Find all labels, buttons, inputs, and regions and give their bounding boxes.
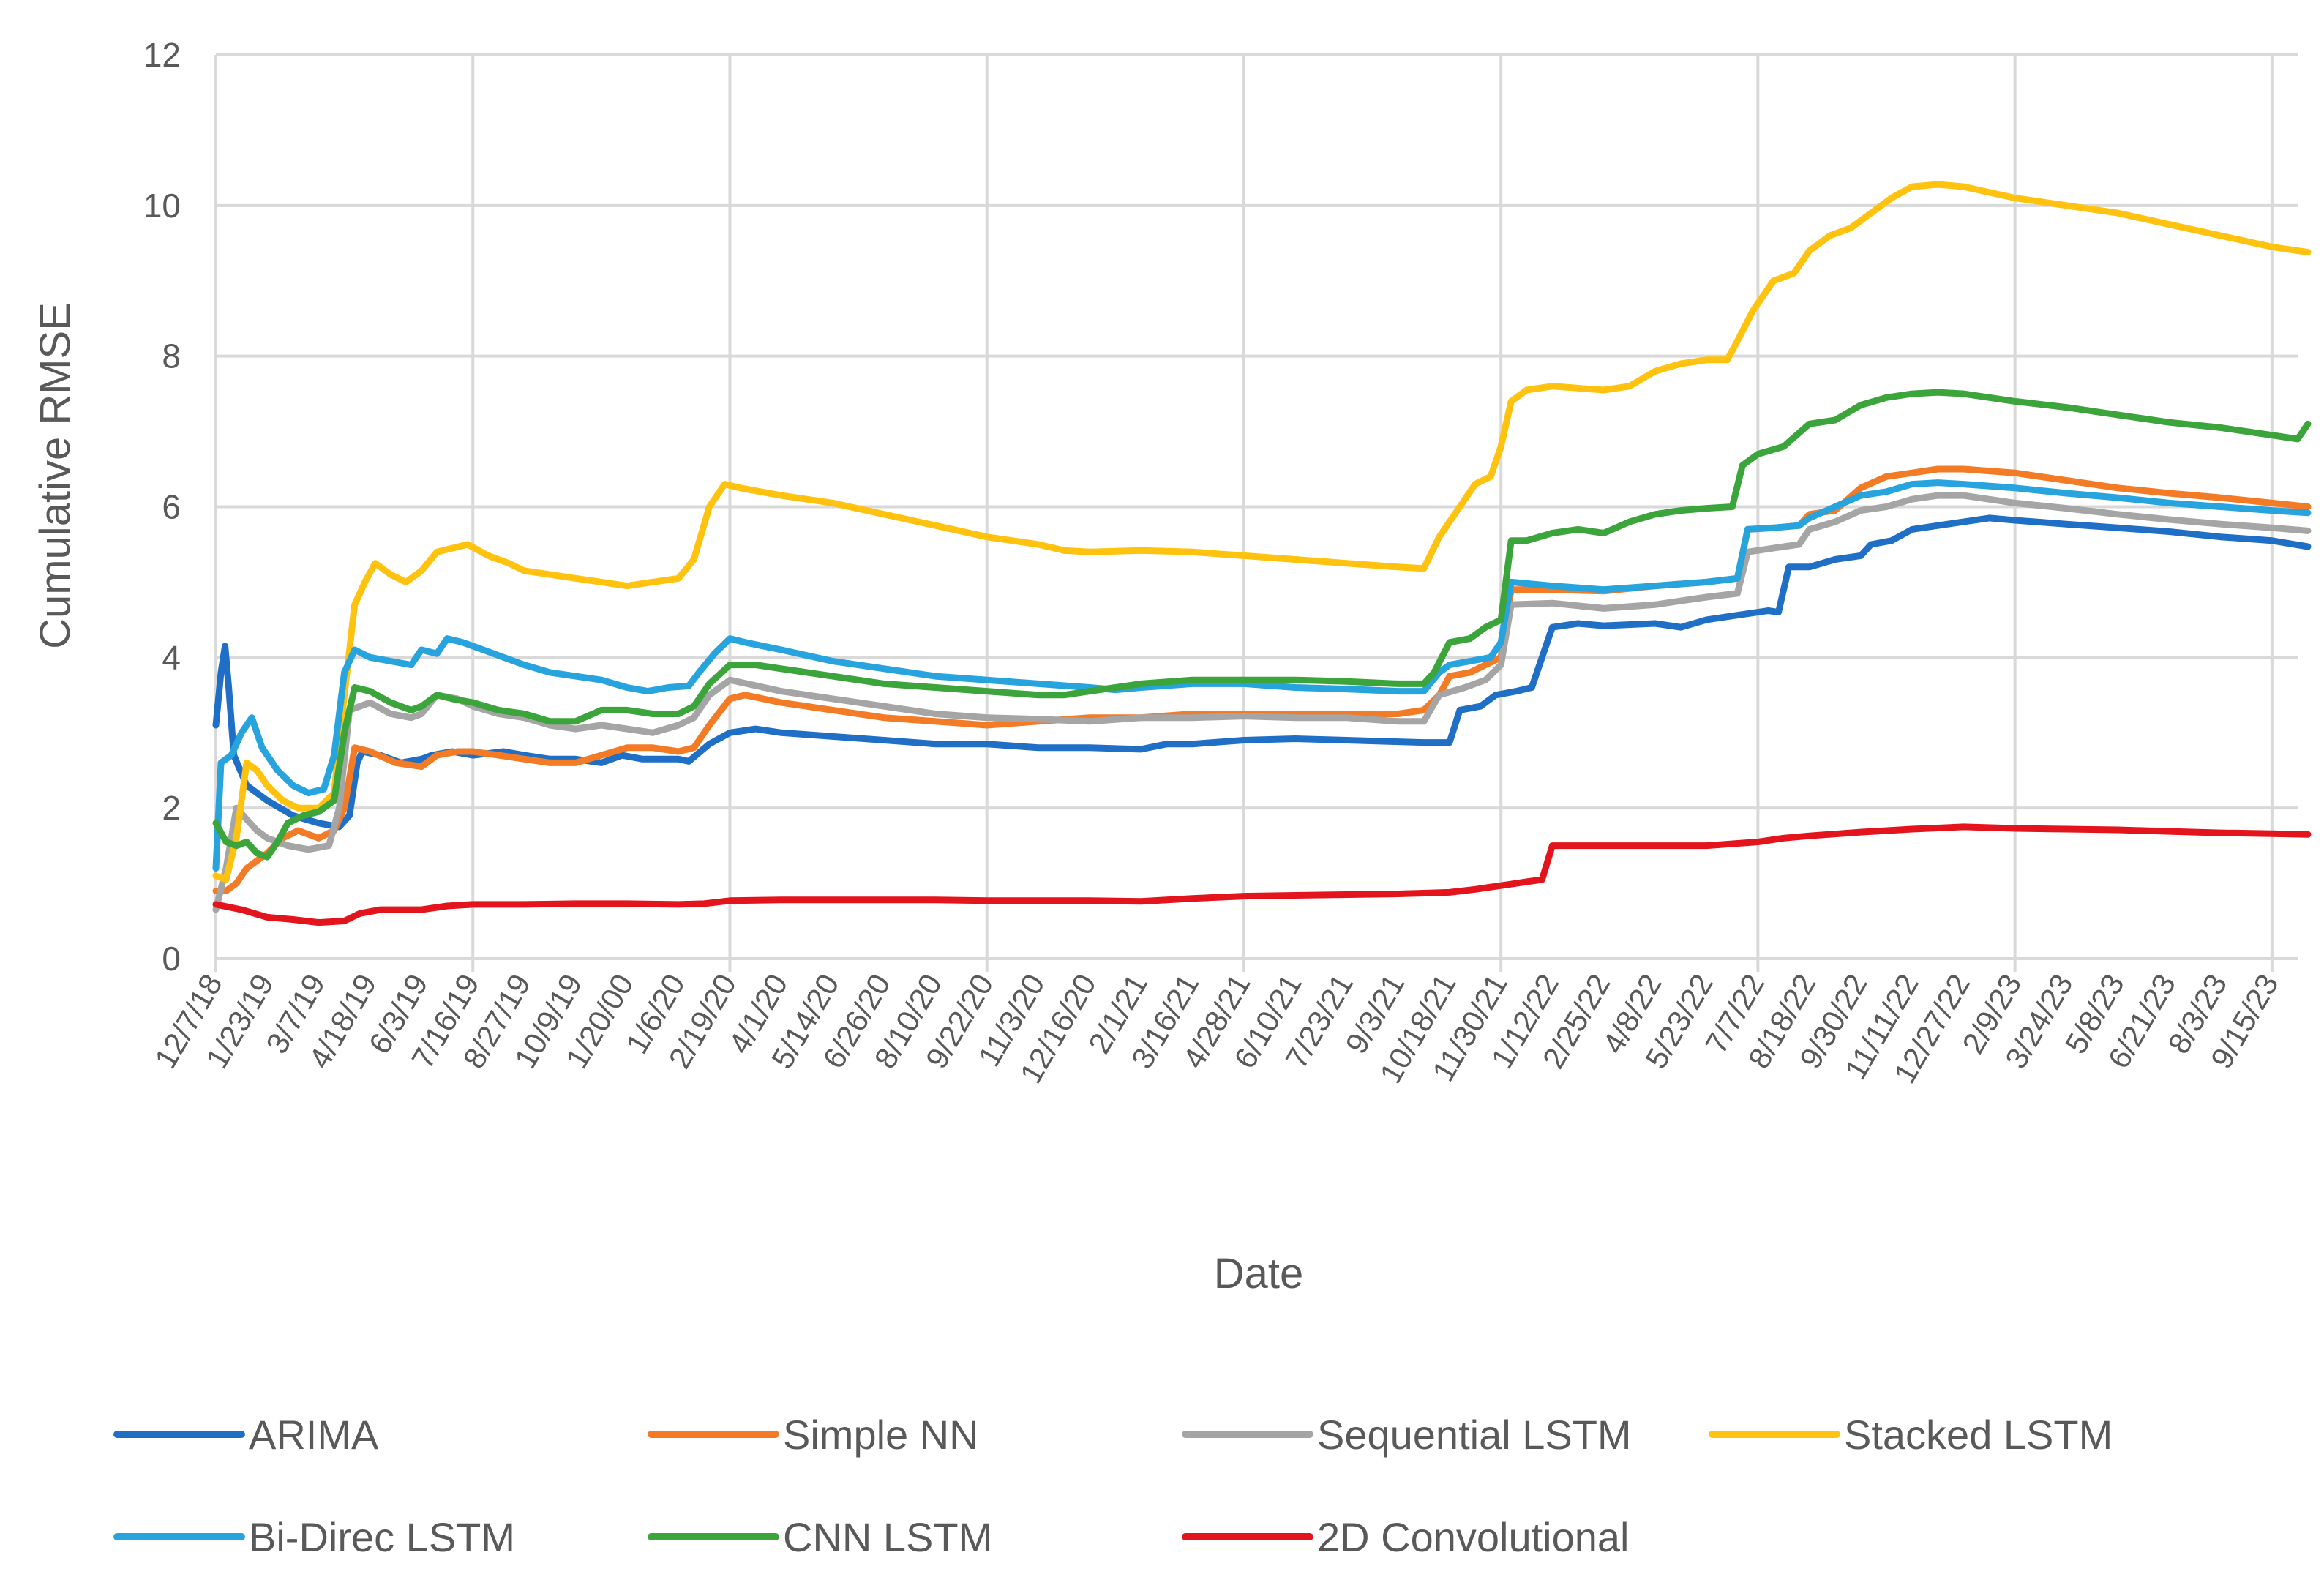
legend-label: ARIMA <box>249 1412 379 1458</box>
legend-label: Sequential LSTM <box>1317 1412 1632 1458</box>
y-axis-tick-labels: 0 2 4 6 8 10 12 <box>143 36 181 978</box>
series-line-cnn-lstm <box>212 389 2312 861</box>
legend: ARIMA Simple NN Sequential LSTM Stacked LST… <box>113 1412 2113 1560</box>
legend-label: Stacked LSTM <box>1844 1412 2113 1458</box>
legend-label: Bi-Direc LSTM <box>249 1514 515 1560</box>
x-axis-tick-labels: 12/7/181/23/193/7/194/18/196/3/197/16/19… <box>148 968 2285 1089</box>
y-tick-label: 12 <box>143 36 181 74</box>
series-line-sequential-lstm <box>212 492 2312 913</box>
legend-label: Simple NN <box>783 1412 979 1458</box>
y-tick-label: 6 <box>162 488 181 526</box>
gridlines <box>214 53 2298 972</box>
legend-label: CNN LSTM <box>783 1514 992 1560</box>
y-tick-label: 2 <box>162 789 181 827</box>
y-tick-label: 8 <box>162 337 181 375</box>
y-axis-title: Cumulative RMSE <box>31 302 79 649</box>
y-tick-label: 4 <box>162 638 181 676</box>
series-line-bi-direc-lstm <box>212 479 2312 872</box>
y-tick-label: 10 <box>143 187 181 225</box>
series-lines <box>212 181 2312 926</box>
legend-label: 2D Convolutional <box>1317 1514 1629 1560</box>
y-tick-label: 0 <box>162 940 181 978</box>
series-line-stacked-lstm <box>212 181 2312 883</box>
series-line-arima <box>212 514 2312 831</box>
x-axis-title: Date <box>1214 1250 1304 1297</box>
series-line-2d-convolutional <box>212 823 2312 926</box>
